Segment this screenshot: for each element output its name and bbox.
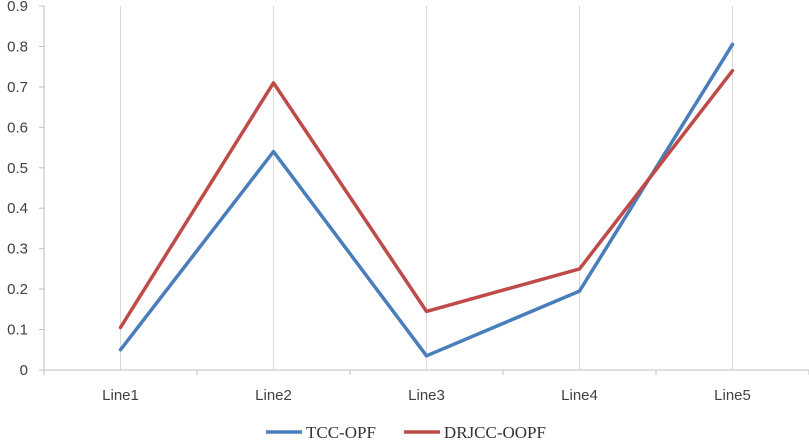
y-tick-label: 0 <box>20 362 28 379</box>
y-tick-label: 0.8 <box>7 38 28 55</box>
x-tick-label: Line3 <box>408 387 445 404</box>
x-tick-label: Line2 <box>255 387 292 404</box>
series-line <box>118 42 735 358</box>
x-tick-label: Line1 <box>102 387 139 404</box>
y-tick-label: 0.7 <box>7 79 28 96</box>
x-tick-label: Line4 <box>561 387 598 404</box>
y-tick-label: 0.2 <box>7 281 28 298</box>
y-tick-label: 0.4 <box>7 200 28 217</box>
legend: TCC-OPF DRJCC-OOPF <box>266 423 546 442</box>
x-tick-label: Line5 <box>714 387 751 404</box>
series-line <box>118 68 735 330</box>
vertical-gridlines <box>120 6 733 370</box>
legend-label: DRJCC-OOPF <box>444 423 546 442</box>
y-tick-label: 0.3 <box>7 241 28 258</box>
y-tick-label: 0.9 <box>7 0 28 15</box>
legend-label: TCC-OPF <box>306 423 376 442</box>
y-tick-label: 0.1 <box>7 322 28 339</box>
y-axis: 0 0.1 0.2 0.3 0.4 0.5 0.6 0.7 0.8 0.9 <box>7 0 45 379</box>
x-axis: Line1 Line2 Line3 Line4 Line5 <box>43 369 809 404</box>
series-lines <box>118 42 735 358</box>
y-tick-label: 0.5 <box>7 160 28 177</box>
y-tick-label: 0.6 <box>7 119 28 136</box>
